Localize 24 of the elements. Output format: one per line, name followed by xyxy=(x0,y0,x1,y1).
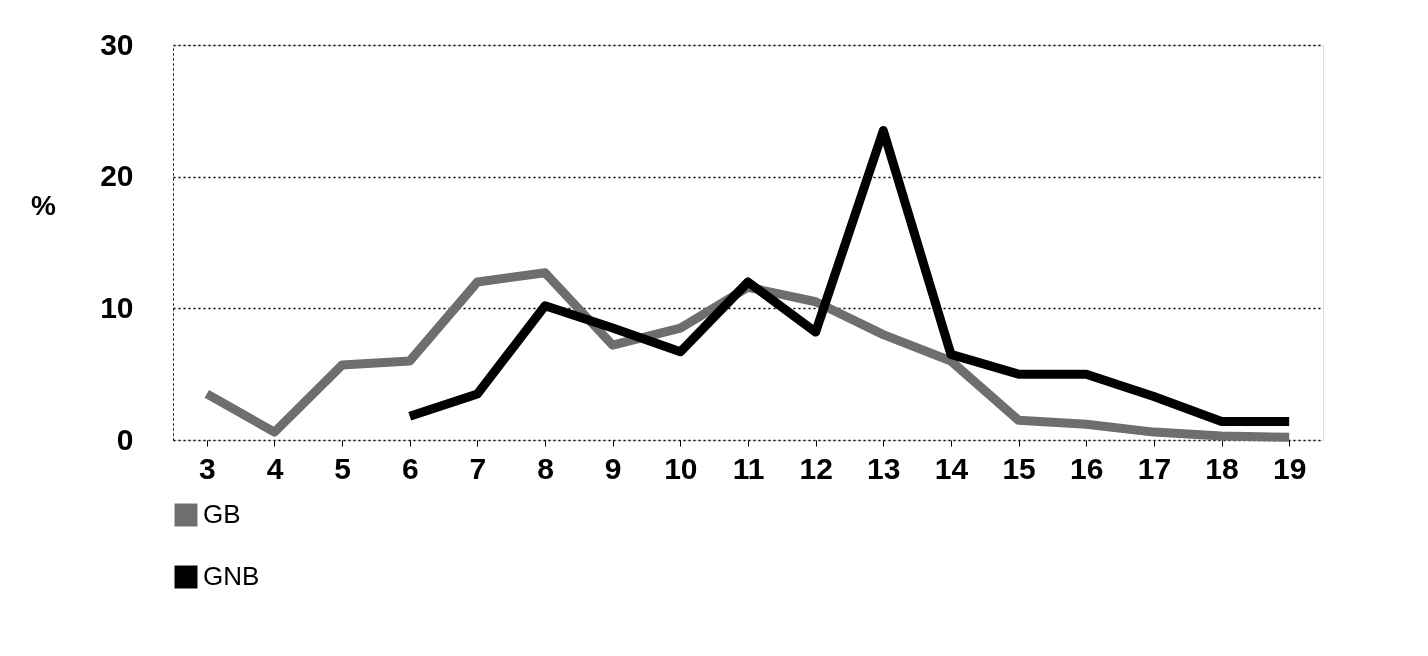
x-tick-label: 16 xyxy=(1070,451,1104,485)
y-tick-label: 20 xyxy=(100,159,134,193)
x-tick-label: 13 xyxy=(867,451,901,485)
x-tick-label: 10 xyxy=(664,451,698,485)
x-tick-label: 11 xyxy=(732,451,765,485)
y-tick-label: 0 xyxy=(116,422,134,456)
x-tick-label: 5 xyxy=(334,451,351,485)
x-tick-label: 19 xyxy=(1272,451,1307,485)
x-tick-label: 7 xyxy=(469,451,487,485)
y-tick-label: 30 xyxy=(100,27,134,61)
x-tick-label: 14 xyxy=(934,451,969,485)
x-tick-label: 8 xyxy=(537,451,554,485)
x-tick-label: 17 xyxy=(1137,451,1172,485)
y-tick-label: 10 xyxy=(100,290,134,324)
legend-label: GNB xyxy=(203,561,260,591)
legend-label: GB xyxy=(203,499,241,529)
x-tick-label: 18 xyxy=(1205,451,1239,485)
x-tick-label: 9 xyxy=(604,451,622,485)
x-tick-label: 15 xyxy=(1002,451,1036,485)
x-tick-label: 4 xyxy=(266,451,284,485)
x-tick-label: 6 xyxy=(401,451,419,485)
x-tick-label: 3 xyxy=(198,451,216,485)
y-axis-title: % xyxy=(31,189,57,221)
x-tick-label: 12 xyxy=(799,451,833,485)
